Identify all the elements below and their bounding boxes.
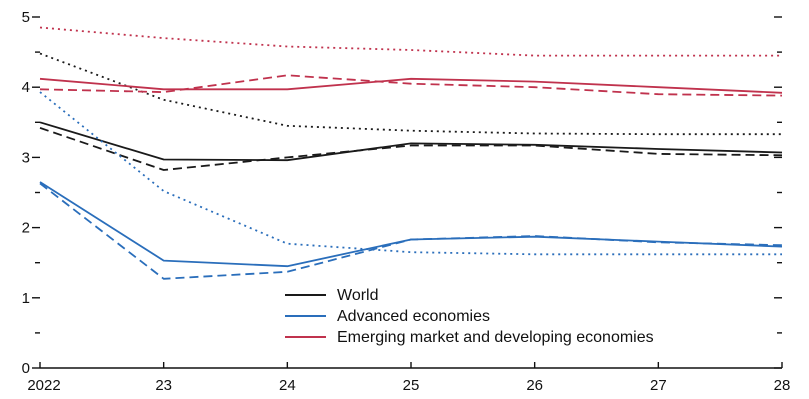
series-line-0-solid [39, 121, 783, 162]
x-tick-label: 27 [650, 377, 667, 394]
y-axis-left-ticks [32, 16, 40, 369]
legend-label-world: World [337, 287, 379, 304]
legend-label-advanced: Advanced economies [337, 308, 490, 325]
x-tick-labels: 2022 23 24 25 26 27 28 [27, 362, 790, 394]
legend-label-emerging: Emerging market and developing economies [337, 329, 654, 346]
series-line-1-dashed [39, 127, 783, 171]
series-line-4-dashed [39, 182, 783, 280]
series-line-7-dashed [39, 74, 783, 97]
series-line-3-solid [39, 181, 783, 268]
y-tick-label: 2 [22, 220, 30, 237]
series-line-6-solid [39, 77, 783, 94]
series-line-8-dotted [39, 26, 782, 57]
x-tick-label: 25 [403, 377, 420, 394]
y-tick-label: 3 [22, 149, 30, 166]
legend-item-world: World [285, 287, 379, 304]
legend: World Advanced economies Emerging market… [285, 287, 654, 346]
y-axis-right-ticks [774, 16, 782, 369]
x-tick-label: 26 [526, 377, 543, 394]
series-lines [39, 26, 783, 280]
y-tick-label: 0 [22, 360, 30, 377]
x-tick-label: 24 [279, 377, 296, 394]
y-tick-labels: 0 1 2 3 4 5 [22, 9, 30, 377]
x-tick-label: 23 [155, 377, 172, 394]
x-tick-label: 2022 [27, 377, 60, 394]
series-line-5-dotted [39, 91, 782, 256]
legend-item-advanced: Advanced economies [285, 308, 490, 325]
y-tick-label: 5 [22, 9, 30, 26]
legend-item-emerging: Emerging market and developing economies [285, 329, 654, 346]
x-tick-label: 28 [774, 377, 791, 394]
y-tick-label: 4 [22, 79, 30, 96]
series-line-2-dotted [39, 52, 782, 136]
y-tick-label: 1 [22, 290, 30, 307]
